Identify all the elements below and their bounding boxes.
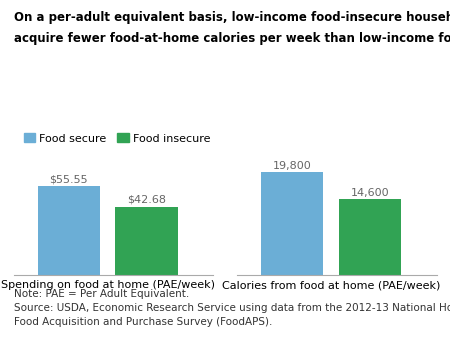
- Text: 14,600: 14,600: [351, 188, 389, 198]
- Text: $55.55: $55.55: [50, 174, 88, 184]
- Text: $42.68: $42.68: [127, 195, 166, 205]
- Text: Note: PAE = Per Adult Equivalent.
Source: USDA, Economic Research Service using : Note: PAE = Per Adult Equivalent. Source…: [14, 289, 450, 327]
- Bar: [339, 199, 401, 275]
- Text: On a per-adult equivalent basis, low-income food-insecure households spend less : On a per-adult equivalent basis, low-inc…: [14, 11, 450, 24]
- Bar: [38, 186, 100, 275]
- Text: 19,800: 19,800: [273, 161, 312, 171]
- Text: acquire fewer food-at-home calories per week than low-income food-secure househo: acquire fewer food-at-home calories per …: [14, 32, 450, 45]
- Bar: [261, 172, 324, 275]
- Legend: Food secure, Food insecure: Food secure, Food insecure: [19, 129, 215, 148]
- Bar: [116, 207, 178, 275]
